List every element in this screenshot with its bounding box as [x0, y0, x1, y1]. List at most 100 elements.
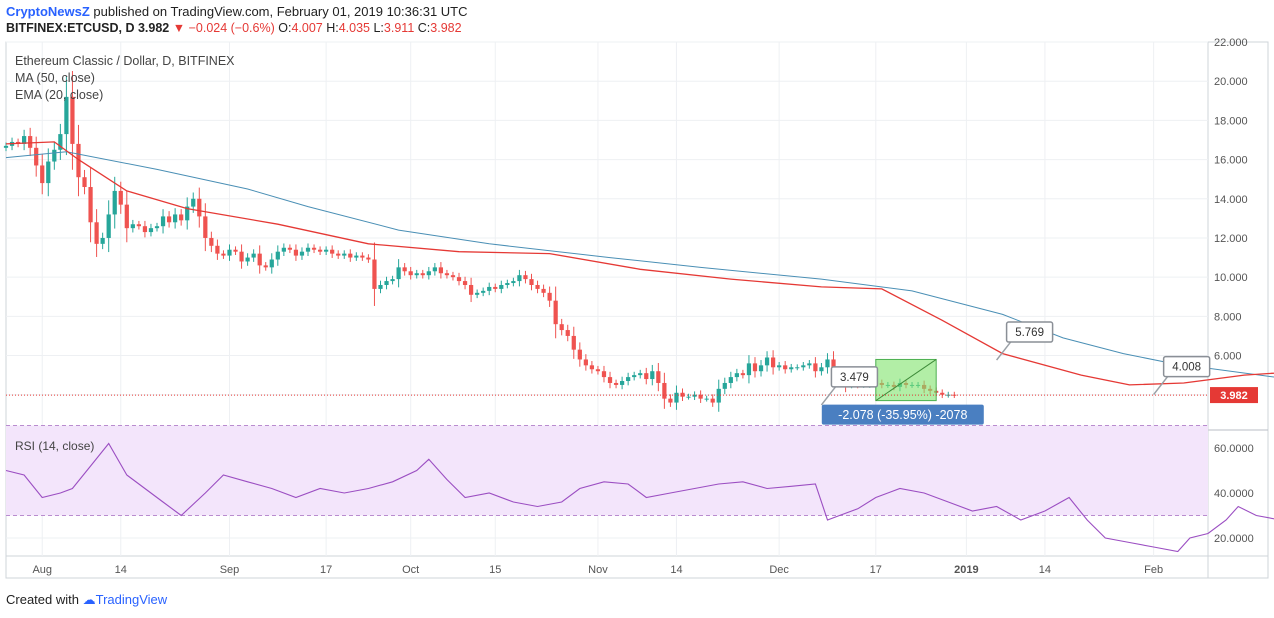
candle[interactable]: [408, 271, 413, 276]
candles-layer[interactable]: [3, 71, 957, 412]
candle[interactable]: [390, 279, 395, 282]
symbol-name[interactable]: BITFINEX:ETCUSD, D: [6, 21, 135, 35]
candle[interactable]: [692, 394, 697, 397]
candle[interactable]: [209, 237, 214, 246]
author-link[interactable]: CryptoNewsZ: [6, 4, 90, 19]
candle[interactable]: [221, 253, 226, 256]
candle[interactable]: [185, 206, 190, 221]
candle[interactable]: [565, 330, 570, 336]
candle[interactable]: [3, 145, 9, 148]
candle[interactable]: [342, 253, 347, 256]
candle[interactable]: [475, 292, 480, 295]
candle[interactable]: [22, 136, 27, 144]
candle[interactable]: [523, 275, 528, 280]
candle[interactable]: [722, 382, 727, 389]
candle[interactable]: [783, 365, 788, 370]
candle[interactable]: [100, 237, 105, 244]
candle[interactable]: [801, 365, 806, 368]
candle[interactable]: [577, 349, 582, 360]
candle[interactable]: [324, 249, 329, 252]
candle[interactable]: [317, 249, 323, 252]
candle[interactable]: [831, 359, 836, 372]
candle[interactable]: [940, 392, 945, 395]
candle[interactable]: [263, 265, 268, 268]
candle[interactable]: [456, 277, 462, 282]
candle[interactable]: [311, 247, 317, 250]
candle[interactable]: [758, 365, 764, 372]
candle[interactable]: [571, 335, 576, 350]
candle[interactable]: [789, 367, 794, 370]
candle[interactable]: [64, 96, 69, 135]
candle[interactable]: [136, 224, 141, 227]
candle[interactable]: [795, 367, 800, 369]
candle[interactable]: [354, 255, 359, 258]
candle[interactable]: [716, 388, 721, 403]
candle[interactable]: [559, 324, 564, 331]
candle[interactable]: [764, 357, 770, 366]
candle[interactable]: [680, 392, 685, 397]
candle[interactable]: [28, 136, 33, 148]
candle[interactable]: [348, 253, 353, 258]
measure-tool[interactable]: -2.078 (-35.95%) -2078: [821, 358, 984, 425]
candle[interactable]: [34, 147, 39, 166]
candle[interactable]: [293, 249, 299, 256]
candle[interactable]: [553, 300, 558, 325]
candle[interactable]: [76, 143, 81, 178]
candle[interactable]: [807, 363, 812, 366]
candle[interactable]: [487, 286, 492, 291]
candle[interactable]: [650, 371, 655, 380]
candle[interactable]: [499, 284, 504, 289]
candle[interactable]: [644, 373, 649, 380]
candle[interactable]: [227, 249, 232, 256]
candle[interactable]: [191, 198, 196, 207]
candle[interactable]: [426, 271, 431, 276]
candle[interactable]: [239, 251, 244, 262]
candle[interactable]: [112, 190, 117, 215]
rsi-line[interactable]: [5, 442, 1274, 553]
callout-box[interactable]: [1162, 355, 1211, 378]
price-axis-ticks[interactable]: 22.000 20.000 18.000 16.000 14.000 12.000 10.0…: [1214, 37, 1248, 402]
candle[interactable]: [468, 284, 474, 295]
candle[interactable]: [728, 377, 733, 383]
candle[interactable]: [203, 216, 208, 238]
candle[interactable]: [704, 398, 709, 400]
candle[interactable]: [142, 226, 148, 233]
candle[interactable]: [52, 149, 57, 162]
rsi-axis-ticks[interactable]: 60.0000 40.0000 20.0000: [1214, 443, 1254, 545]
candle[interactable]: [402, 267, 407, 272]
candle[interactable]: [251, 253, 256, 258]
candle[interactable]: [88, 187, 93, 223]
candle[interactable]: [529, 279, 534, 285]
candle[interactable]: [698, 394, 703, 399]
ma-line[interactable]: [5, 151, 1274, 381]
candle[interactable]: [656, 371, 661, 383]
rsi-legend[interactable]: RSI (14, close): [15, 439, 94, 453]
candle[interactable]: [511, 281, 516, 284]
candle[interactable]: [58, 134, 63, 150]
candle[interactable]: [305, 247, 311, 252]
candle[interactable]: [813, 363, 818, 372]
ema-legend[interactable]: EMA (20, close): [15, 88, 103, 102]
ema-line[interactable]: [5, 141, 1274, 391]
candle[interactable]: [481, 290, 486, 293]
candle[interactable]: [710, 398, 715, 403]
candle[interactable]: [124, 204, 129, 229]
ma-legend[interactable]: MA (50, close): [15, 71, 95, 85]
candle[interactable]: [734, 373, 739, 378]
candle[interactable]: [148, 228, 154, 233]
candle[interactable]: [233, 249, 238, 252]
candle[interactable]: [330, 249, 335, 254]
candle[interactable]: [662, 382, 667, 399]
candle[interactable]: [770, 357, 776, 368]
candle[interactable]: [686, 396, 691, 398]
callout-box[interactable]: [830, 366, 879, 388]
candle[interactable]: [299, 251, 305, 256]
candle[interactable]: [541, 288, 546, 293]
candle[interactable]: [619, 381, 625, 385]
candle[interactable]: [166, 216, 172, 223]
candle[interactable]: [160, 216, 166, 227]
candle[interactable]: [626, 377, 631, 382]
candle[interactable]: [281, 247, 286, 252]
candle[interactable]: [269, 259, 274, 268]
candle[interactable]: [752, 363, 758, 372]
